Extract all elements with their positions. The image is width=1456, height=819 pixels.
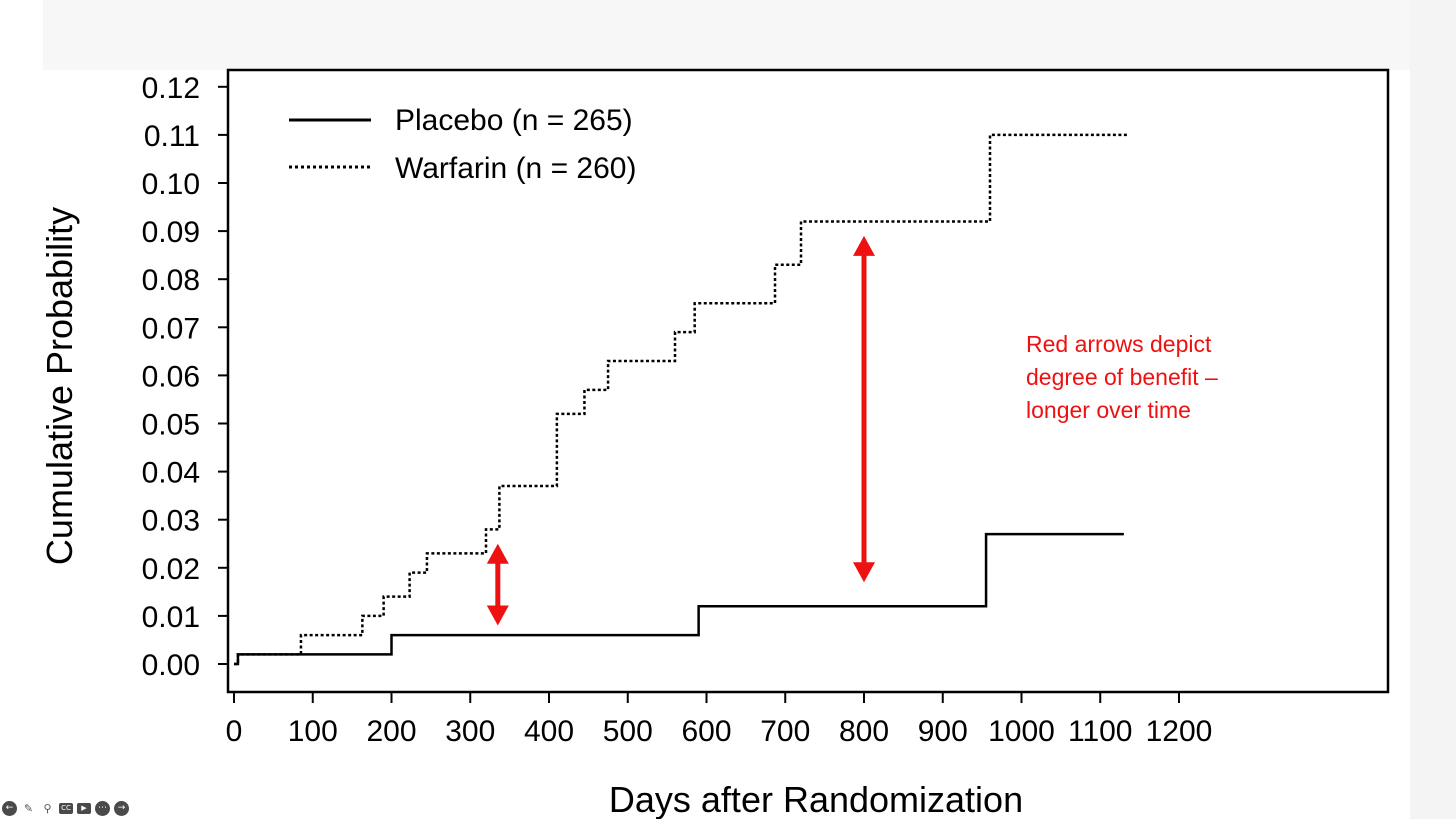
back-icon[interactable]: ← — [2, 801, 17, 816]
x-tick-label: 1200 — [1146, 715, 1213, 748]
x-tick-label: 800 — [839, 715, 889, 748]
y-axis: 0.00 0.01 0.02 0.03 0.04 0.05 0.06 0.07 0.08 0.09… — [142, 72, 228, 682]
x-axis-label: Days after Randomization — [609, 779, 1023, 819]
x-tick-label: 1100 — [1068, 715, 1133, 748]
more-icon[interactable]: ⋯ — [95, 801, 110, 816]
y-tick-label: 0.12 — [142, 72, 200, 105]
series-line-placebo — [234, 532, 1124, 666]
y-tick-label: 0.07 — [142, 312, 200, 345]
arrow-head-down — [853, 562, 875, 583]
x-tick-label: 400 — [524, 715, 574, 748]
pen-icon[interactable]: ✎ — [23, 802, 34, 815]
legend-label-warfarin: Warfarin (n = 260) — [395, 152, 636, 185]
x-tick-label: 300 — [445, 715, 495, 748]
annotation-line: longer over time — [1026, 397, 1191, 423]
y-tick-label: 0.10 — [142, 168, 200, 201]
legend-label-placebo: Placebo (n = 265) — [395, 104, 633, 137]
plot-frame — [226, 68, 1390, 694]
x-tick-label: 100 — [288, 715, 338, 748]
x-tick-label: 600 — [681, 715, 731, 748]
x-tick-label: 0 — [226, 715, 243, 748]
y-axis-label: Cumulative Probability — [39, 207, 80, 565]
benefit-arrow — [853, 235, 875, 583]
arrow-head-down — [486, 605, 509, 626]
x-tick-label: 500 — [603, 715, 653, 748]
forward-icon[interactable]: → — [114, 801, 129, 816]
arrow-head-up — [486, 543, 509, 564]
annotation-note: Red arrows depict degree of benefit – lo… — [1026, 328, 1266, 427]
x-tick-label: 200 — [366, 715, 416, 748]
x-tick-label: 1000 — [988, 715, 1055, 748]
legend: Placebo (n = 265) Warfarin (n = 260) — [289, 104, 636, 185]
y-tick-label: 0.06 — [142, 360, 200, 393]
y-tick-label: 0.02 — [142, 553, 200, 586]
y-tick-label: 0.09 — [142, 216, 200, 249]
subtitles-icon[interactable]: CC — [59, 803, 73, 814]
y-tick-label: 0.05 — [142, 409, 200, 442]
benefit-arrows — [486, 235, 875, 626]
series-group — [234, 133, 1128, 666]
x-axis: 0 100 200 300 400 500 600 700 800 900 1000 1100 1200 — [226, 692, 1213, 748]
y-tick-label: 0.08 — [142, 264, 200, 297]
slide-top-band — [43, 0, 1413, 70]
y-tick-label: 0.01 — [142, 601, 200, 634]
annotation-line: degree of benefit – — [1026, 364, 1218, 390]
presenter-toolbar: ← ✎ ⚲ CC ▶ ⋯ → — [2, 801, 129, 816]
y-tick-label: 0.04 — [142, 457, 200, 490]
arrow-head-up — [853, 235, 875, 256]
y-tick-label: 0.00 — [142, 649, 200, 682]
series-line-warfarin — [234, 133, 1128, 666]
benefit-arrow — [486, 543, 509, 626]
camera-icon[interactable]: ▶ — [77, 803, 91, 814]
y-tick-label: 0.11 — [144, 120, 200, 153]
zoom-icon[interactable]: ⚲ — [43, 802, 52, 815]
x-tick-label: 900 — [918, 715, 968, 748]
x-tick-label: 700 — [760, 715, 810, 748]
slide-right-margin — [1410, 0, 1456, 819]
annotation-line: Red arrows depict — [1026, 331, 1212, 357]
y-tick-label: 0.03 — [142, 505, 200, 538]
